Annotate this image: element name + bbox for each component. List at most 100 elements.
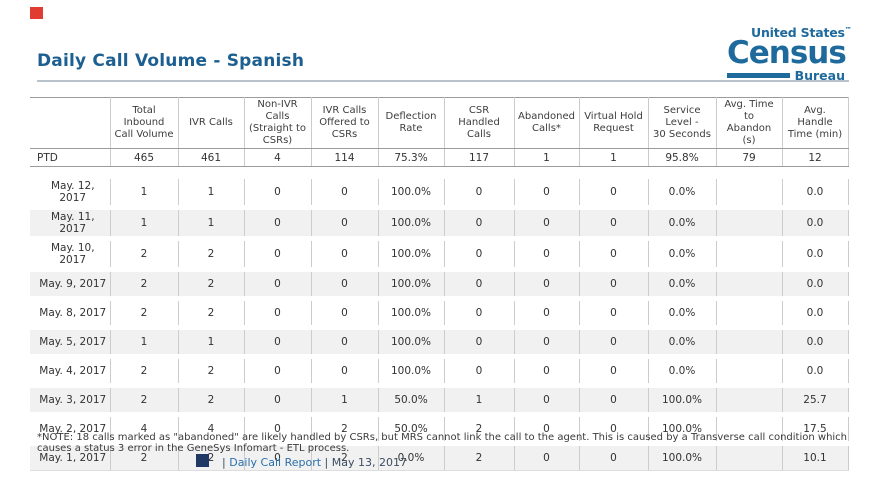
table-cell: 0.0	[782, 296, 849, 328]
row-label: May. 3, 2017	[30, 383, 111, 415]
table-cell: 0.0	[782, 236, 849, 270]
table-row: May. 3, 2017 2 2 0 1 50.0% 1 0 0 100.0% 25.7	[30, 383, 849, 415]
table-cell: 0	[244, 441, 312, 471]
spacer-row	[30, 167, 848, 177]
daily-call-volume-table: Total Inbound Call Volume IVR Calls Non-…	[30, 97, 849, 471]
table-cell: 0	[244, 383, 312, 415]
table-cell: 0.0%	[648, 354, 717, 386]
table-cell: 2	[178, 236, 245, 270]
table-cell: 0	[444, 325, 515, 357]
row-label: May. 11, 2017	[30, 205, 111, 239]
table-cell: 0	[444, 236, 515, 270]
table-cell: 2	[178, 354, 245, 386]
table-cell: 2	[110, 236, 179, 270]
table-cell: 100.0%	[378, 174, 445, 208]
table-cell	[716, 236, 783, 270]
table-cell: 0	[514, 325, 580, 357]
page-title: Daily Call Volume - Spanish	[37, 51, 305, 71]
table-cell	[716, 205, 783, 239]
table-cell: 2	[178, 267, 245, 299]
table-cell: 50.0%	[378, 383, 445, 415]
table-cell: 0	[311, 174, 379, 208]
table-cell: 2	[110, 441, 179, 471]
row-label: May. 8, 2017	[30, 296, 111, 328]
table-cell: 100.0%	[378, 236, 445, 270]
table-row: May. 11, 2017 1 1 0 0 100.0% 0 0 0 0.0% 0.0	[30, 205, 849, 239]
column-header-deflection-rate: Deflection Rate	[378, 97, 445, 149]
table-cell: 1	[110, 325, 179, 357]
table-cell: 0	[579, 174, 649, 208]
table-cell: 117	[444, 148, 515, 167]
table-cell: 2	[178, 296, 245, 328]
table-cell: 0.0%	[648, 236, 717, 270]
table-cell: 2	[110, 383, 179, 415]
table-cell: 0	[514, 441, 580, 471]
table-cell: 17.5	[782, 412, 849, 444]
table-cell: 0.0	[782, 205, 849, 239]
table-cell: 0	[514, 412, 580, 444]
table-cell: 0	[579, 383, 649, 415]
column-header-abandoned: Abandoned Calls*	[514, 97, 580, 149]
table-cell: 95.8%	[648, 148, 717, 167]
row-label: May. 1, 2017	[30, 441, 111, 471]
table-cell: 0	[244, 412, 312, 444]
table-cell: 0	[244, 267, 312, 299]
column-header-virtual-hold: Virtual Hold Request	[579, 97, 649, 149]
table-cell: 1	[579, 148, 649, 167]
row-label: May. 12, 2017	[30, 174, 111, 208]
column-header-service-level: Service Level - 30 Seconds	[648, 97, 717, 149]
table-cell: 2	[110, 296, 179, 328]
table-cell: 2	[110, 267, 179, 299]
column-header-total-inbound: Total Inbound Call Volume	[110, 97, 179, 149]
table-cell: 0	[514, 267, 580, 299]
table-cell: 461	[178, 148, 245, 167]
logo-bar	[727, 73, 790, 78]
daily-call-report-link[interactable]: Daily Call Report	[229, 456, 322, 469]
row-label: May. 9, 2017	[30, 267, 111, 299]
table-cell: 0	[579, 236, 649, 270]
table-row: May. 12, 2017 1 1 0 0 100.0% 0 0 0 0.0% 0.0	[30, 174, 849, 208]
table-cell: 0	[311, 296, 379, 328]
column-header-avg-time-abandon: Avg. Time to Abandon (s)	[716, 97, 783, 149]
table-cell: 0	[311, 354, 379, 386]
table-cell: 75.3%	[378, 148, 445, 167]
table-cell	[716, 441, 783, 471]
table-cell: 0.0%	[648, 296, 717, 328]
table-cell: 0	[514, 236, 580, 270]
table-cell: 0.0	[782, 174, 849, 208]
table-cell: 100.0%	[378, 354, 445, 386]
table-cell: 0	[514, 383, 580, 415]
table-cell: 100.0%	[378, 267, 445, 299]
table-cell: 0	[514, 354, 580, 386]
logo-bureau-text: Bureau	[794, 68, 845, 83]
table-cell: 0	[514, 174, 580, 208]
table-cell: 100.0%	[378, 205, 445, 239]
table-cell: 114	[311, 148, 379, 167]
table-cell	[716, 174, 783, 208]
table-cell: 1	[110, 174, 179, 208]
table-cell: 0	[244, 296, 312, 328]
table-cell: 4	[178, 412, 245, 444]
table-cell: 2	[178, 441, 245, 471]
table-cell: 0	[514, 296, 580, 328]
table-cell: 0	[244, 354, 312, 386]
table-body: PTD 465 461 4 114 75.3% 117 1 1 95.8% 79 12 May. 12,…	[30, 148, 849, 471]
table-row: May. 9, 2017 2 2 0 0 100.0% 0 0 0 0.0% 0.0	[30, 267, 849, 299]
table-row: May. 2, 2017 4 4 0 2 50.0% 2 0 0 100.0% 17.5	[30, 412, 849, 444]
census-bureau-logo: United States™ Census Bureau	[727, 25, 852, 83]
table-cell: 2	[311, 441, 379, 471]
table-cell	[716, 383, 783, 415]
table-cell: 0.0%	[648, 325, 717, 357]
table-cell: 0	[579, 441, 649, 471]
table-cell: 0	[444, 174, 515, 208]
table-row: May. 10, 2017 2 2 0 0 100.0% 0 0 0 0.0% 0.0	[30, 236, 849, 270]
table-cell	[716, 354, 783, 386]
table-cell	[716, 325, 783, 357]
table-cell: 0	[244, 174, 312, 208]
footnote: *NOTE: 18 calls marked as "abandoned" ar…	[37, 432, 848, 454]
table-cell: 0	[579, 325, 649, 357]
table-row: May. 5, 2017 1 1 0 0 100.0% 0 0 0 0.0% 0.0	[30, 325, 849, 357]
table-cell: 0	[311, 325, 379, 357]
table-cell: 0	[311, 267, 379, 299]
table-cell: 25.7	[782, 383, 849, 415]
